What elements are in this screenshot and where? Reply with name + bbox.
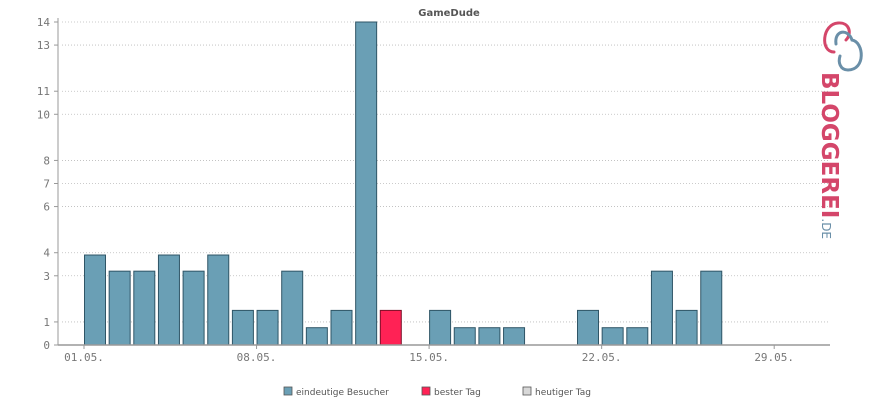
x-tick-label: 22.05. [582, 351, 622, 364]
axes [57, 18, 830, 346]
logo-text: BLOGGEREI.DE [816, 72, 842, 239]
x-tick-label: 01.05. [64, 351, 104, 364]
bar-day-10 [305, 327, 328, 346]
bar-day-1 [84, 254, 106, 346]
bar-day-13 [379, 309, 402, 346]
chart-title: GameDude [418, 8, 480, 19]
y-tick-label: 1 [43, 316, 50, 329]
bars [84, 21, 723, 346]
bar-day-2 [108, 270, 131, 346]
logo-text-suffix: .DE [819, 218, 833, 239]
bar-day-4 [157, 254, 180, 346]
bar-day-7 [231, 309, 254, 346]
legend-swatch [421, 386, 431, 396]
bar-day-16 [453, 327, 476, 346]
y-tick-label: 0 [43, 339, 50, 352]
bar-day-15 [429, 309, 452, 346]
bar-day-3 [133, 270, 156, 346]
x-tick-label: 08.05. [237, 351, 277, 364]
legend: eindeutige Besucher bester Tag heutiger Ta… [283, 386, 591, 398]
bar-day-6 [207, 254, 230, 346]
bar-day-5 [182, 270, 205, 346]
bloggerei-logo: BLOGGEREI.DE [816, 21, 863, 239]
y-tick-label: 11 [37, 85, 50, 98]
bar-day-12 [355, 21, 378, 346]
bar-day-11 [330, 309, 353, 346]
y-tick-label: 13 [37, 39, 50, 52]
bar-day-24 [650, 270, 673, 346]
legend-label: eindeutige Besucher [296, 388, 389, 398]
x-tick-label: 15.05. [409, 351, 449, 364]
bar-day-23 [626, 327, 649, 346]
y-tick-label: 14 [37, 16, 51, 29]
y-tick-label: 4 [43, 247, 50, 260]
y-tick-label: 3 [43, 270, 50, 283]
bar-day-26 [700, 270, 723, 346]
legend-label: heutiger Tag [535, 388, 591, 398]
y-tick-label: 8 [43, 154, 50, 167]
legend-swatch [522, 386, 532, 396]
y-tick-label: 10 [37, 108, 50, 121]
bar-day-17 [478, 327, 501, 346]
bar-day-18 [503, 327, 526, 346]
legend-swatch [283, 386, 293, 396]
legend-label: bester Tag [434, 388, 481, 398]
bar-day-9 [281, 270, 304, 346]
y-tick-label: 7 [43, 178, 50, 191]
bar-day-25 [675, 309, 698, 346]
y-tick-label: 6 [43, 201, 50, 214]
logo-icon [823, 21, 863, 72]
bar-day-21 [577, 309, 599, 346]
x-tick-label: 29.05. [754, 351, 794, 364]
bar-day-8 [256, 309, 279, 346]
logo-text-main: BLOGGEREI [816, 72, 842, 218]
x-tick-labels: 01.05. 08.05. 15.05. 22.05. 29.05. [64, 345, 794, 364]
bar-day-22 [601, 327, 624, 346]
